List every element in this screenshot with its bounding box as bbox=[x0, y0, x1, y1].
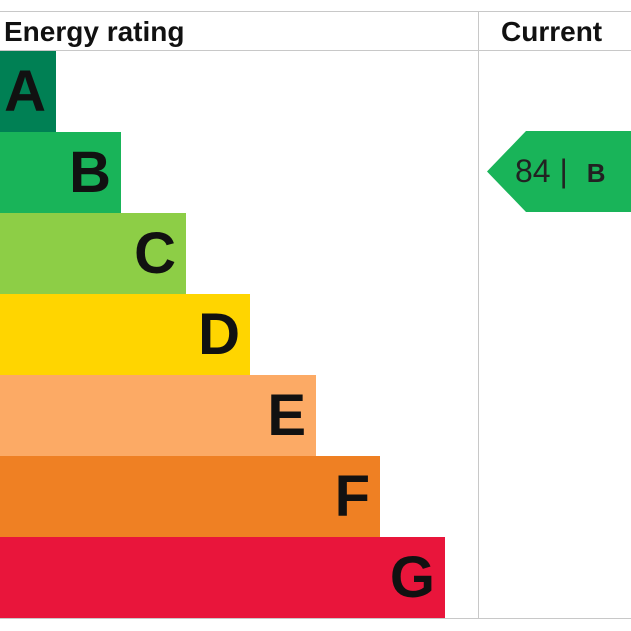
band-label: F bbox=[334, 464, 370, 529]
band-label: B bbox=[69, 140, 111, 205]
header-divider bbox=[0, 50, 631, 51]
rating-bar-a: A bbox=[0, 51, 56, 132]
current-rating-label: 84 | B bbox=[515, 131, 605, 212]
band-label: C bbox=[134, 221, 176, 286]
rating-bar-c: C bbox=[0, 213, 186, 294]
energy-rating-header: Energy rating bbox=[4, 16, 185, 47]
top-border bbox=[0, 11, 631, 12]
band-label: D bbox=[198, 302, 240, 367]
band-label: G bbox=[389, 545, 435, 610]
bottom-border bbox=[0, 618, 631, 619]
rating-bar-e: E bbox=[0, 375, 316, 456]
rating-bar-b: B bbox=[0, 132, 121, 213]
current-header: Current bbox=[501, 16, 603, 47]
current-score: 84 bbox=[515, 153, 551, 189]
separator: | bbox=[559, 153, 568, 189]
column-divider bbox=[478, 11, 479, 618]
band-label: E bbox=[267, 383, 306, 448]
band-label: A bbox=[4, 59, 46, 124]
rating-bar-d: D bbox=[0, 294, 250, 375]
rating-bar-g: G bbox=[0, 537, 445, 618]
current-band: B bbox=[586, 158, 606, 188]
current-rating-arrow bbox=[487, 131, 631, 212]
rating-bar-f: F bbox=[0, 456, 380, 537]
